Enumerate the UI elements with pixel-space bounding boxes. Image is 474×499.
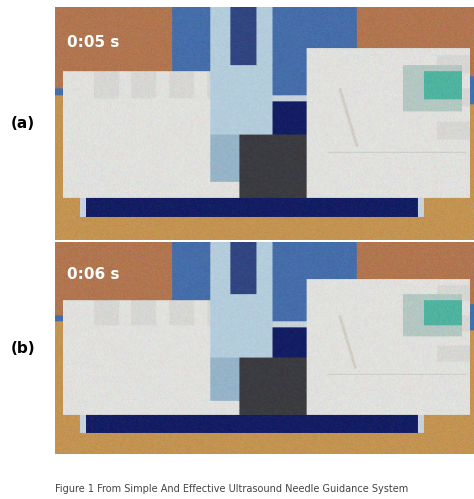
Text: 0:05 s: 0:05 s [67, 35, 119, 50]
Text: (a): (a) [10, 116, 35, 131]
Text: 0:06 s: 0:06 s [67, 267, 119, 282]
Text: (b): (b) [10, 340, 35, 356]
Text: Figure 1 From Simple And Effective Ultrasound Needle Guidance System: Figure 1 From Simple And Effective Ultra… [55, 484, 408, 494]
